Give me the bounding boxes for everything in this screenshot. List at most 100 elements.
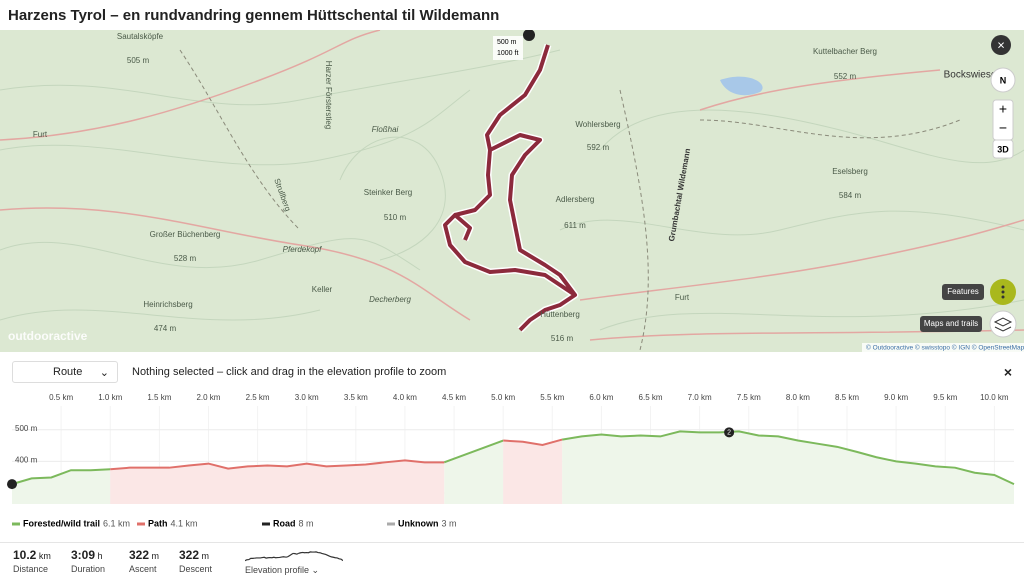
lake <box>720 76 763 96</box>
map-label: Floßhai <box>372 125 399 134</box>
mode-select[interactable]: Route ⌄ <box>12 361 118 383</box>
contours <box>0 49 1024 331</box>
waypoint-marker <box>724 427 735 438</box>
mini-line <box>244 550 344 561</box>
mini-line <box>254 552 300 559</box>
start-marker <box>7 479 17 490</box>
map-label: Decherberg <box>369 295 411 304</box>
stat: 322 m Ascent <box>129 547 179 576</box>
three-d-box <box>992 139 1014 159</box>
zoom-in[interactable]: + <box>999 101 1007 117</box>
close-icon: × <box>997 37 1005 52</box>
x-tick-label: 7.5 km <box>737 393 761 402</box>
map[interactable]: 500 m 1000 ft Sautalsköpfe 505 m Kuttelb… <box>0 30 1024 352</box>
map-label: Furt <box>33 130 48 139</box>
map-label: Eselsberg <box>832 167 868 176</box>
map-label: 528 m <box>174 254 197 263</box>
attribution[interactable]: © Outdooractive © swisstopo © IGN © Open… <box>866 344 1024 352</box>
elevation-line <box>11 430 1015 486</box>
features-label: Features <box>947 287 979 296</box>
map-label: Steinker Berg <box>364 188 412 197</box>
elevation-line <box>110 438 563 471</box>
legend-length: 8 m <box>299 518 314 528</box>
maps-tip <box>920 316 982 332</box>
elevation-area <box>110 439 563 504</box>
x-tick-label: 6.5 km <box>639 393 663 402</box>
title-bar: Harzens Tyrol – en rundvandring gennem H… <box>0 0 1024 30</box>
stat: 10.2 km Distance <box>13 547 71 576</box>
stat: 3:09 h Duration <box>71 548 129 576</box>
x-tick-label: 4.0 km <box>393 393 417 402</box>
map-label: 592 m <box>587 143 610 152</box>
toolbar: Route ⌄ Nothing selected – click and drag… <box>0 352 1024 392</box>
x-tick-label: 2.0 km <box>196 393 220 402</box>
legend-name: Path <box>148 518 168 528</box>
x-tick-label: 8.5 km <box>835 393 859 402</box>
three-d-button[interactable]: 3D <box>997 144 1009 154</box>
x-tick-label: 9.5 km <box>933 393 957 402</box>
stats-bar: 10.2 km Distance 3:09 h Duration 322 m Ascent… <box>0 542 1024 581</box>
map-label: 510 m <box>384 213 407 222</box>
x-tick-label: 9.0 km <box>884 393 908 402</box>
map-label: 505 m <box>127 56 150 65</box>
stat-label: Descent <box>179 563 213 574</box>
stat-unit: m <box>151 550 160 561</box>
x-tick-label: 1.0 km <box>98 393 122 402</box>
x-tick-label: 5.5 km <box>540 393 564 402</box>
elevation-chart[interactable]: 0.5 km 1.0 km 1.5 km 2.0 km 2.5 km 3.0 km 3.5 … <box>0 392 1024 542</box>
map-label: Wohlersberg <box>575 120 620 129</box>
map-controls: × N + − 3D Features Maps and trails <box>920 35 1017 338</box>
legend-length: 3 m <box>442 518 457 528</box>
map-label: Großer Büchenberg <box>150 230 221 239</box>
map-label: Furt <box>675 293 690 302</box>
elevation-area <box>12 431 1014 504</box>
mode-label: Route <box>53 366 83 378</box>
toolbar-close[interactable]: × <box>1003 364 1012 380</box>
stat: 322 m Descent <box>179 547 241 576</box>
scale-label: 500 m <box>497 39 517 46</box>
x-tick-label: 3.5 km <box>344 393 368 402</box>
legend-name: Road <box>273 518 296 528</box>
toolbar-message: Nothing selected – click and drag in the… <box>132 366 447 378</box>
map-label: Bockswiese <box>944 70 997 81</box>
map-label: Heinrichsberg <box>143 300 192 309</box>
compass[interactable] <box>990 67 1016 93</box>
map-label: Hüttenberg <box>540 310 580 319</box>
stat-label: Distance <box>13 563 49 574</box>
mini-profile <box>244 550 344 561</box>
map-label: 584 m <box>839 191 862 200</box>
legend-length: 4.1 km <box>171 518 198 528</box>
stat-unit: km <box>38 550 51 561</box>
attribution-bg <box>862 343 1024 352</box>
map-label: 552 m <box>834 72 857 81</box>
x-tick-label: 3.0 km <box>295 393 319 402</box>
close-button[interactable] <box>991 35 1011 55</box>
map-label: Harzer Försterstieg <box>324 61 333 129</box>
page-title: Harzens Tyrol – en rundvandring gennem H… <box>8 6 500 24</box>
x-tick-label: 4.5 km <box>442 393 466 402</box>
zoom-out[interactable]: − <box>999 120 1007 136</box>
start-marker <box>523 30 535 41</box>
maps-label: Maps and trails <box>924 319 978 328</box>
x-tick-label: 1.5 km <box>147 393 171 402</box>
map-label: Kuttelbacher Berg <box>813 47 877 56</box>
x-tick-label: 6.0 km <box>589 393 613 402</box>
x-tick-label: 8.0 km <box>786 393 810 402</box>
map-label: Keller <box>312 285 333 294</box>
map-label: Adlersberg <box>556 195 595 204</box>
map-label: Pferdekopf <box>283 245 322 254</box>
stat-value: 322 <box>129 547 150 562</box>
stat-value: 10.2 <box>13 547 37 562</box>
stat-value: 322 <box>179 547 200 562</box>
y-tick-label: 400 m <box>15 455 38 464</box>
maps-button[interactable] <box>989 310 1017 338</box>
route <box>441 43 579 333</box>
profile-button[interactable]: Elevation profile ⌄ <box>244 549 344 576</box>
x-tick-label: 5.0 km <box>491 393 515 402</box>
stat-unit: m <box>201 550 210 561</box>
scale: 500 m 1000 ft <box>493 36 523 60</box>
legend-length: 6.1 km <box>103 518 130 528</box>
features-tip <box>942 284 984 300</box>
waypoint-label: 2 <box>727 430 731 437</box>
